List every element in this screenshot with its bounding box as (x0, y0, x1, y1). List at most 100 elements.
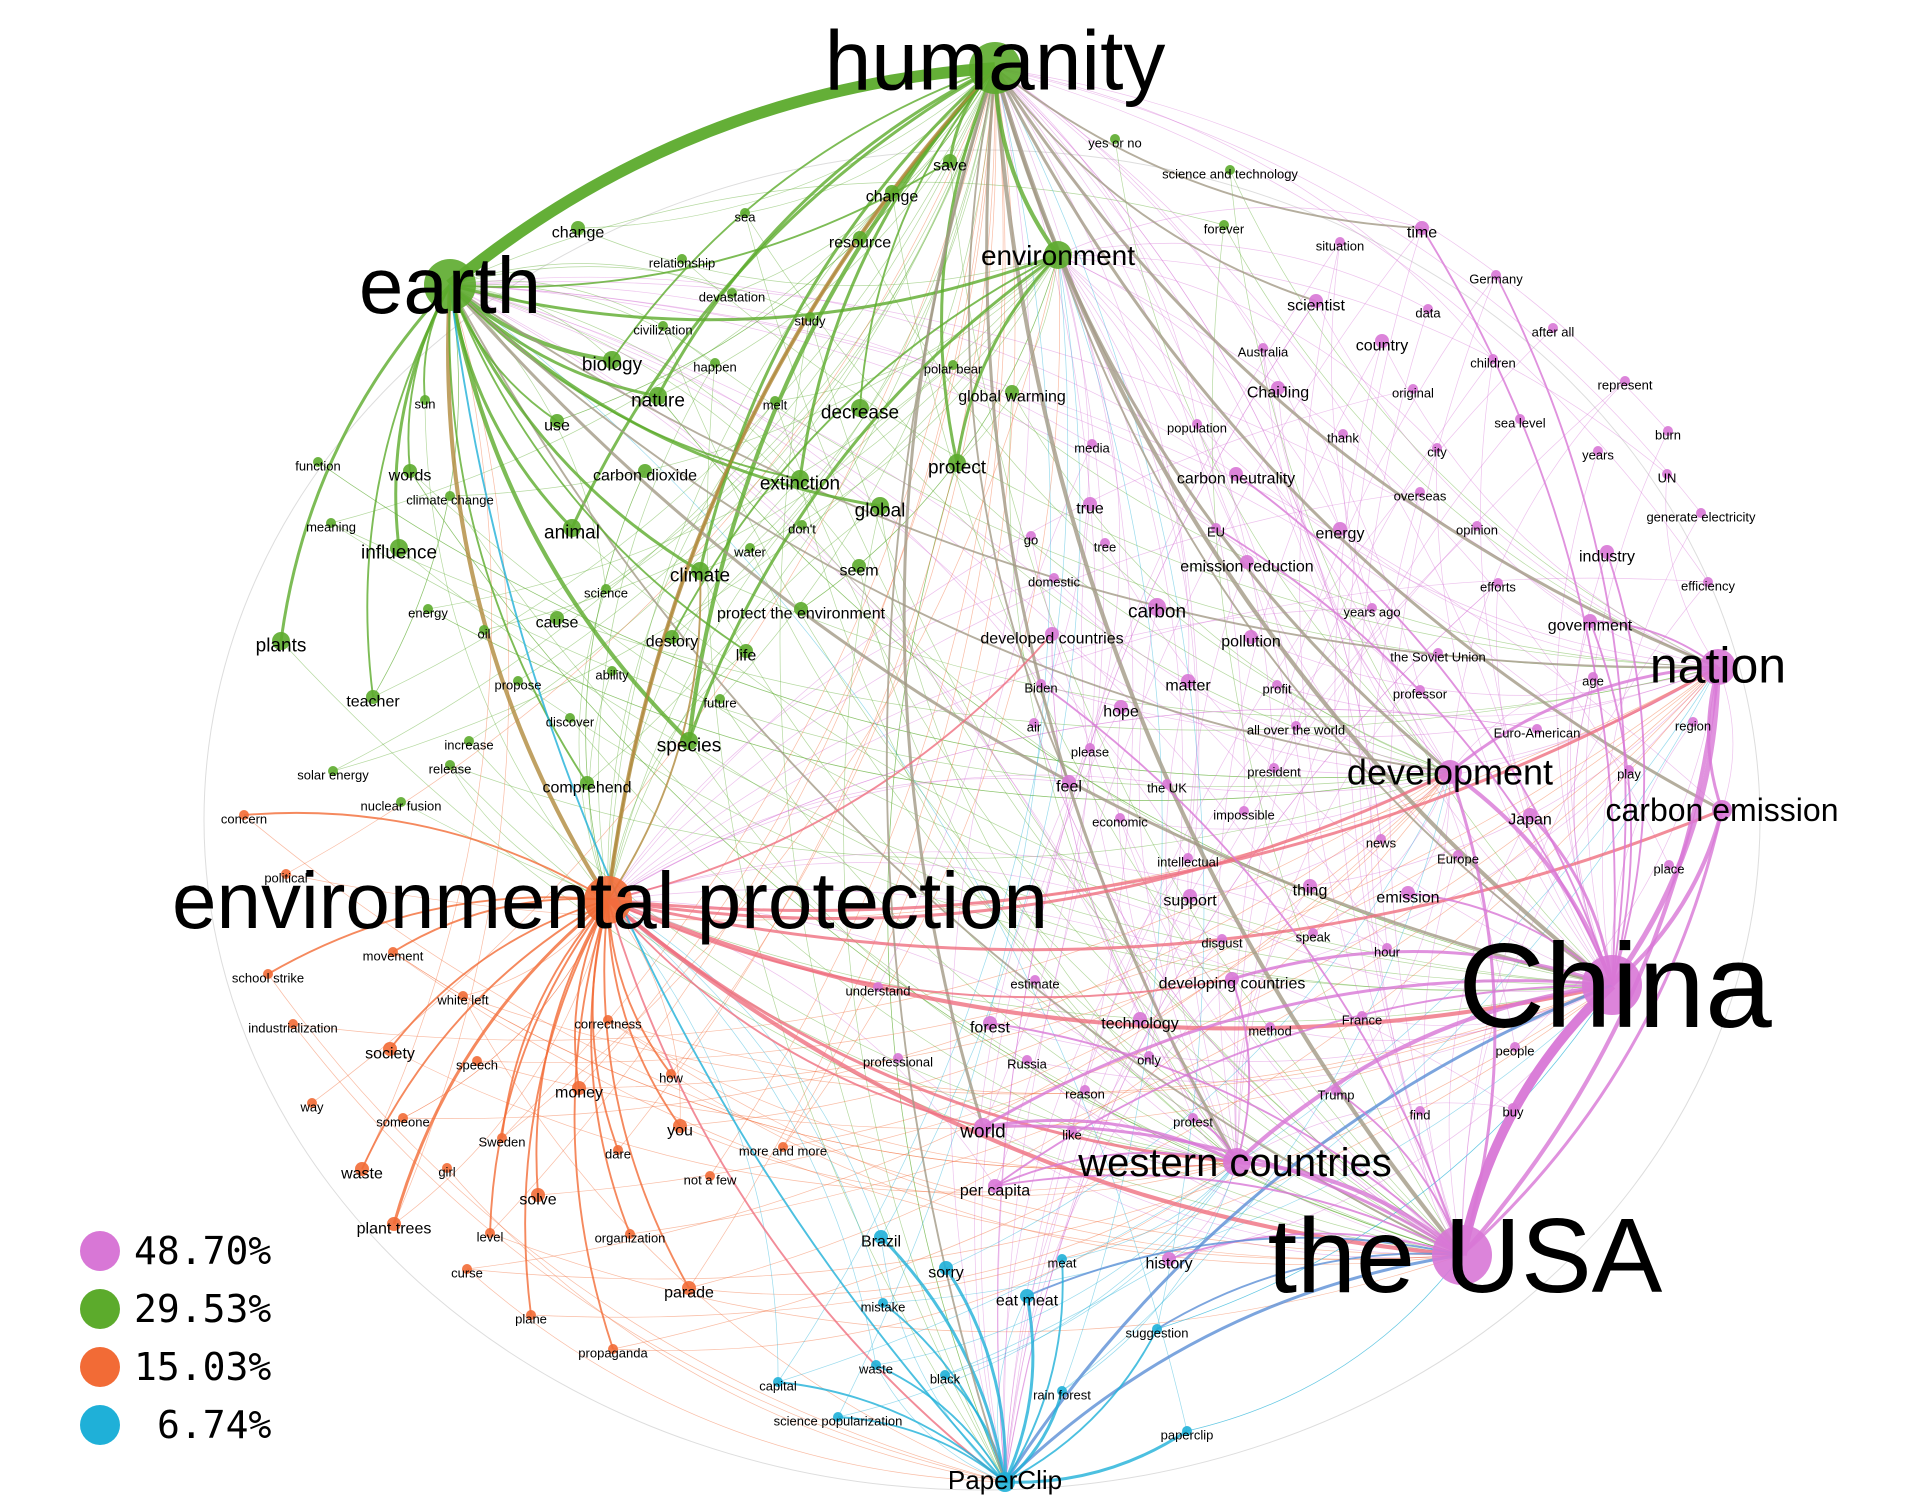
background-edge (607, 491, 1421, 901)
node-label-future: future (703, 696, 736, 711)
edge (603, 899, 690, 1289)
background-edge (489, 67, 996, 1234)
edge (611, 67, 996, 361)
node-time (1415, 221, 1429, 235)
node-protect-env (794, 602, 808, 616)
background-edge (688, 740, 1238, 1163)
background-edge (1057, 254, 1668, 475)
node-label-europe: Europe (1437, 852, 1479, 867)
edge (607, 898, 1613, 1031)
node-biden (1036, 679, 1046, 689)
node-thank (1338, 429, 1348, 439)
node-news (1376, 834, 1386, 844)
background-edge (875, 1364, 1006, 1483)
background-edge (607, 708, 1538, 901)
node-teacher (366, 690, 380, 704)
node-professional (893, 1053, 903, 1063)
node-label-development: development (1347, 752, 1553, 793)
node-label-emission-reduction: emission reduction (1180, 559, 1313, 576)
node-label-plants: plants (256, 636, 307, 657)
background-edge (292, 1023, 1006, 1483)
node-label-chaijing: ChaiJing (1247, 385, 1309, 402)
node-government (1583, 614, 1597, 628)
node-label-parade: parade (664, 1285, 714, 1302)
background-edge (607, 851, 1388, 949)
node-label-represent: represent (1598, 378, 1653, 393)
edge (1448, 770, 1614, 986)
edge (1460, 809, 1724, 1257)
node-find (1415, 1106, 1425, 1116)
background-edge (657, 395, 1613, 986)
edge (449, 284, 1463, 1256)
node-label-rain-forest: rain forest (1033, 1388, 1091, 1403)
node-label-time: time (1407, 225, 1437, 242)
node-dare (613, 1145, 623, 1155)
edge (607, 67, 996, 901)
background-edge (1104, 542, 1613, 986)
background-edge (670, 67, 997, 1075)
background-edge (607, 478, 801, 901)
node-label-tree: tree (1094, 540, 1116, 555)
background-edge (1370, 491, 1463, 1256)
node-technology (1133, 1012, 1147, 1026)
node-city (1432, 443, 1442, 453)
node-label-global-warming: global warming (958, 389, 1066, 406)
node-developing (1225, 972, 1239, 986)
edge (607, 808, 1723, 952)
node-please (1085, 743, 1095, 753)
edge (1004, 1328, 1158, 1483)
node-label-speak: speak (1296, 930, 1331, 945)
node-change2 (885, 185, 899, 199)
background-edge (517, 680, 1613, 991)
background-edge (1335, 771, 1451, 1092)
background-edge (585, 470, 646, 901)
node-concern (239, 810, 249, 820)
node-label-someone: someone (376, 1115, 429, 1130)
node-biology (603, 351, 621, 369)
node-nation (1700, 649, 1736, 685)
background-edge (1057, 254, 1184, 1057)
background-edge (449, 284, 860, 567)
background-edge (877, 67, 1030, 988)
node-label-study: study (794, 314, 826, 329)
node-label-animal: animal (544, 523, 600, 544)
background-edge (699, 254, 1059, 572)
node-gen-elec (1696, 508, 1706, 518)
edge (449, 284, 747, 652)
node-label-buy: buy (1503, 1105, 1524, 1120)
edge (1215, 527, 1613, 986)
node-estimate (1030, 975, 1040, 985)
background-edge (449, 764, 609, 901)
edge (1040, 683, 1463, 1256)
background-edge (688, 771, 1451, 1289)
node-label-capital: capital (759, 1379, 797, 1394)
node-meaning (326, 518, 336, 528)
edge (902, 67, 997, 1128)
node-label-after-all: after all (1532, 325, 1575, 340)
background-edge (843, 505, 1006, 1483)
node-comprehend (580, 776, 594, 790)
node-label-energy-g: energy (408, 606, 448, 621)
legend-swatch (80, 1405, 120, 1445)
node-girl (442, 1163, 452, 1173)
node-change1 (571, 221, 585, 235)
background-edge (944, 1161, 1238, 1376)
background-edge (1165, 680, 1238, 1163)
node-all-over (1291, 721, 1301, 731)
background-edge (859, 407, 1451, 773)
node-pollution (1244, 630, 1258, 644)
node-label-years-ago: years ago (1343, 605, 1400, 620)
background-edge (332, 254, 1059, 772)
background-edge (1407, 771, 1451, 894)
node-professor (1415, 685, 1425, 695)
background-edge (372, 284, 459, 698)
background-edge (1449, 676, 1594, 773)
edge (607, 899, 984, 1128)
background-edge (1004, 327, 1554, 1483)
node-label-professor: professor (1393, 687, 1448, 702)
edge (1448, 771, 1497, 1256)
node-movement (388, 947, 398, 957)
node-label-reason: reason (1065, 1087, 1105, 1102)
background-edge (449, 283, 1217, 529)
edge (489, 899, 609, 1234)
